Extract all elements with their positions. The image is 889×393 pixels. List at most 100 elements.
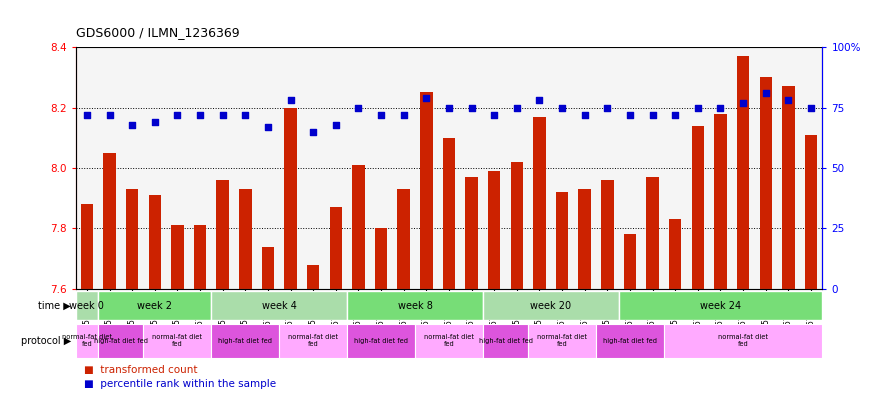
Bar — [619, 291, 822, 320]
Bar — [556, 192, 568, 289]
Bar — [212, 324, 279, 358]
Bar — [664, 324, 822, 358]
Bar — [443, 138, 455, 289]
Point — [306, 129, 320, 135]
Point — [260, 124, 275, 130]
Bar — [596, 324, 664, 358]
Point — [420, 95, 434, 101]
Bar — [510, 162, 523, 289]
Point — [736, 99, 750, 106]
Bar — [488, 171, 501, 289]
Text: high-fat diet fed: high-fat diet fed — [94, 338, 148, 344]
Bar — [601, 180, 613, 289]
Bar — [81, 204, 93, 289]
Text: normal-fat diet
fed: normal-fat diet fed — [288, 334, 338, 347]
Bar — [284, 108, 297, 289]
Point — [713, 105, 727, 111]
Text: week 4: week 4 — [261, 301, 297, 310]
Text: normal-fat diet
fed: normal-fat diet fed — [62, 334, 112, 347]
Bar — [212, 291, 347, 320]
Point — [623, 112, 637, 118]
Point — [351, 105, 365, 111]
Bar — [759, 77, 772, 289]
Point — [645, 112, 660, 118]
Bar — [415, 324, 483, 358]
Text: week 0: week 0 — [69, 301, 104, 310]
Text: normal-fat diet
fed: normal-fat diet fed — [424, 334, 474, 347]
Bar — [624, 235, 637, 289]
Bar — [533, 117, 546, 289]
Bar — [646, 177, 659, 289]
Point — [509, 105, 524, 111]
Bar — [352, 165, 364, 289]
Text: high-fat diet fed: high-fat diet fed — [603, 338, 657, 344]
Bar — [98, 291, 212, 320]
Bar — [714, 114, 726, 289]
Bar — [692, 126, 704, 289]
Point — [329, 121, 343, 128]
Point — [238, 112, 252, 118]
Point — [578, 112, 592, 118]
Text: time ▶: time ▶ — [38, 301, 71, 310]
Bar — [528, 324, 596, 358]
Bar — [669, 219, 682, 289]
Point — [804, 105, 818, 111]
Point — [758, 90, 773, 96]
Point — [533, 97, 547, 103]
Bar — [239, 189, 252, 289]
Text: GDS6000 / ILMN_1236369: GDS6000 / ILMN_1236369 — [76, 26, 239, 39]
Text: week 2: week 2 — [137, 301, 172, 310]
Bar — [216, 180, 228, 289]
Point — [171, 112, 185, 118]
Text: ■  transformed count: ■ transformed count — [84, 365, 198, 375]
Bar — [172, 226, 184, 289]
Bar — [126, 189, 139, 289]
Point — [487, 112, 501, 118]
Point — [284, 97, 298, 103]
Text: high-fat diet fed: high-fat diet fed — [478, 338, 533, 344]
Text: normal-fat diet
fed: normal-fat diet fed — [537, 334, 587, 347]
Bar — [579, 189, 591, 289]
Bar — [261, 246, 274, 289]
Bar — [76, 291, 98, 320]
Bar — [347, 324, 415, 358]
Bar — [76, 324, 98, 358]
Bar — [737, 56, 749, 289]
Bar — [465, 177, 477, 289]
Point — [193, 112, 207, 118]
Text: normal-fat diet
fed: normal-fat diet fed — [718, 334, 768, 347]
Point — [125, 121, 140, 128]
Bar — [279, 324, 347, 358]
Point — [102, 112, 116, 118]
Point — [442, 105, 456, 111]
Point — [781, 97, 796, 103]
Bar — [375, 228, 388, 289]
Bar — [148, 195, 161, 289]
Point — [215, 112, 229, 118]
Point — [669, 112, 683, 118]
Text: normal-fat diet
fed: normal-fat diet fed — [152, 334, 203, 347]
Text: protocol ▶: protocol ▶ — [20, 336, 71, 346]
Point — [555, 105, 569, 111]
Bar — [98, 324, 143, 358]
Point — [80, 112, 94, 118]
Bar — [307, 264, 319, 289]
Bar — [483, 324, 528, 358]
Bar — [330, 207, 342, 289]
Text: week 20: week 20 — [530, 301, 572, 310]
Bar — [782, 86, 795, 289]
Point — [148, 119, 162, 125]
Bar — [194, 226, 206, 289]
Bar — [103, 153, 116, 289]
Text: week 8: week 8 — [397, 301, 432, 310]
Text: high-fat diet fed: high-fat diet fed — [354, 338, 408, 344]
Bar — [347, 291, 483, 320]
Text: ■  percentile rank within the sample: ■ percentile rank within the sample — [84, 379, 276, 389]
Point — [396, 112, 411, 118]
Bar — [397, 189, 410, 289]
Point — [600, 105, 614, 111]
Text: high-fat diet fed: high-fat diet fed — [219, 338, 272, 344]
Bar — [805, 135, 817, 289]
Text: week 24: week 24 — [700, 301, 741, 310]
Bar — [483, 291, 619, 320]
